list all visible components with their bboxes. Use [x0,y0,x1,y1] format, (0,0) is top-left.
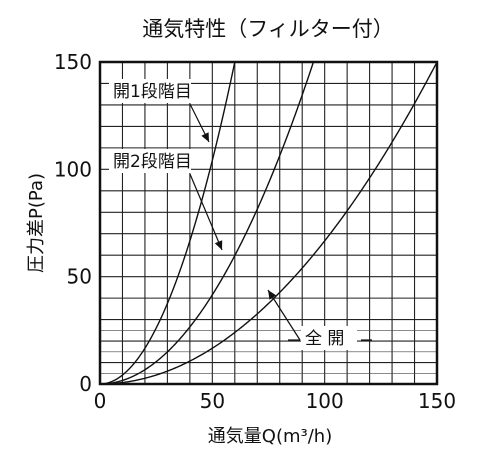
x-tick-label: 50 [200,389,225,413]
y-axis-ticks: 0 50 100 150 [54,50,92,396]
chart-grid [100,62,437,384]
y-tick-label: 0 [79,372,92,396]
x-tick-label: 0 [94,389,107,413]
annotation-background [301,326,357,350]
series-label-1: 開1段階目 [113,82,192,102]
x-tick-label: 150 [418,389,456,413]
annotation-background [109,79,191,103]
chart-title: 通気特性（フィルター付） [142,17,394,41]
y-axis-label: 圧力差P(Pa) [26,173,47,273]
series-line-2 [99,61,315,385]
annotation-background [109,149,191,173]
series-line-3 [100,61,438,385]
series-line-1 [99,61,236,385]
series-lines [99,61,438,385]
x-axis-label: 通気量Q(m³/h) [208,426,332,447]
annotation-arrowhead-3 [268,290,277,300]
series-label-3: 全 開 [305,329,344,349]
annotation-arrowhead-1 [201,132,209,142]
y-tick-label: 150 [54,50,92,74]
y-tick-label: 100 [54,157,92,181]
annotation-arrowhead-2 [214,240,223,250]
x-axis-ticks: 0 50 100 150 [94,389,456,413]
annotation-leader-2 [189,173,223,251]
annotation-leader-3 [267,289,301,341]
plot-frame [98,60,439,386]
y-tick-label: 50 [67,265,92,289]
series-label-2: 開2段階目 [113,152,192,172]
x-tick-label: 100 [306,389,344,413]
